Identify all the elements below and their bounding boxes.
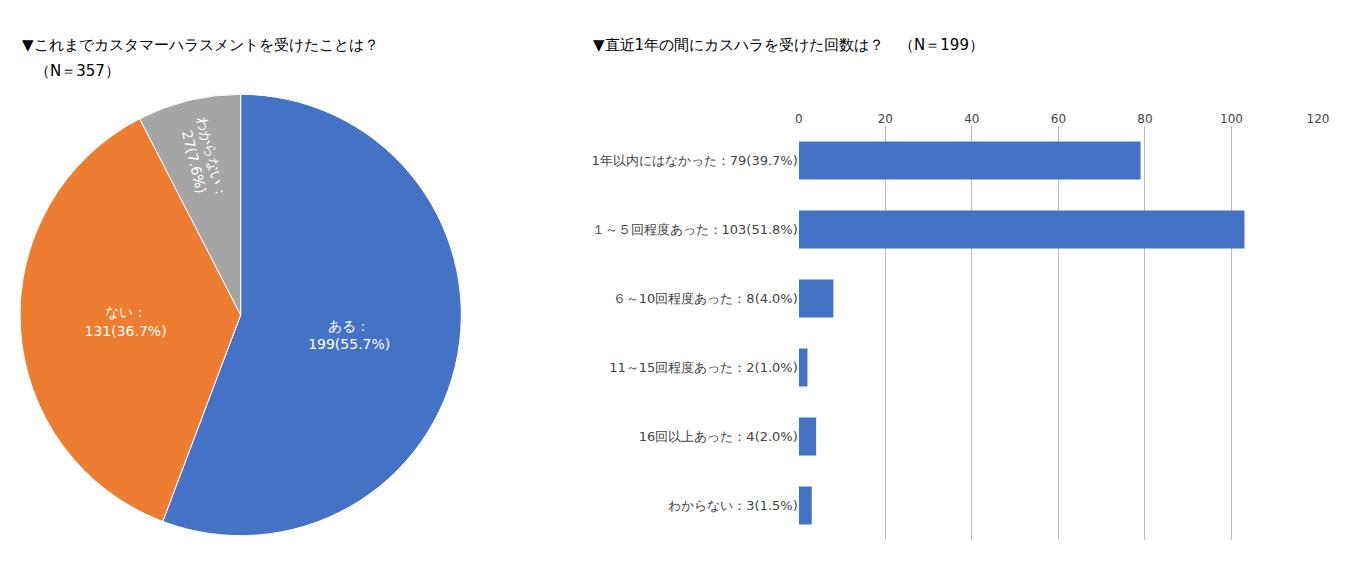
- svg-text:１～５回程度あった：103(51.8%): １～５回程度あった：103(51.8%): [592, 222, 798, 237]
- svg-text:▼これまでカスタマーハラスメントを受けたことは？: ▼これまでカスタマーハラスメントを受けたことは？: [22, 36, 379, 54]
- svg-text:80: 80: [1137, 112, 1152, 126]
- svg-text:1年以内にはなかった：79(39.7%): 1年以内にはなかった：79(39.7%): [592, 153, 798, 168]
- svg-text:（N＝357）: （N＝357）: [35, 62, 120, 80]
- svg-text:わからない：3(1.5%): わからない：3(1.5%): [668, 498, 797, 513]
- svg-text:11～15回程度あった：2(1.0%): 11～15回程度あった：2(1.0%): [609, 360, 798, 375]
- svg-text:40: 40: [964, 112, 979, 126]
- svg-text:ある：199(55.7%): ある：199(55.7%): [308, 318, 390, 352]
- svg-text:▼直近1年の間にカスハラを受けた回数は？ （N＝199）: ▼直近1年の間にカスハラを受けた回数は？ （N＝199）: [593, 36, 984, 54]
- svg-text:100: 100: [1220, 112, 1243, 126]
- svg-text:60: 60: [1051, 112, 1066, 126]
- svg-text:６～10回程度あった：8(4.0%): ６～10回程度あった：8(4.0%): [613, 291, 798, 306]
- svg-text:ない：131(36.7%): ない：131(36.7%): [84, 304, 166, 338]
- svg-text:わからない：27(7.6%): わからない：27(7.6%): [177, 115, 230, 205]
- svg-text:20: 20: [878, 112, 893, 126]
- svg-text:120: 120: [1307, 112, 1330, 126]
- svg-text:16回以上あった：4(2.0%): 16回以上あった：4(2.0%): [639, 429, 798, 444]
- svg-text:0: 0: [795, 112, 803, 126]
